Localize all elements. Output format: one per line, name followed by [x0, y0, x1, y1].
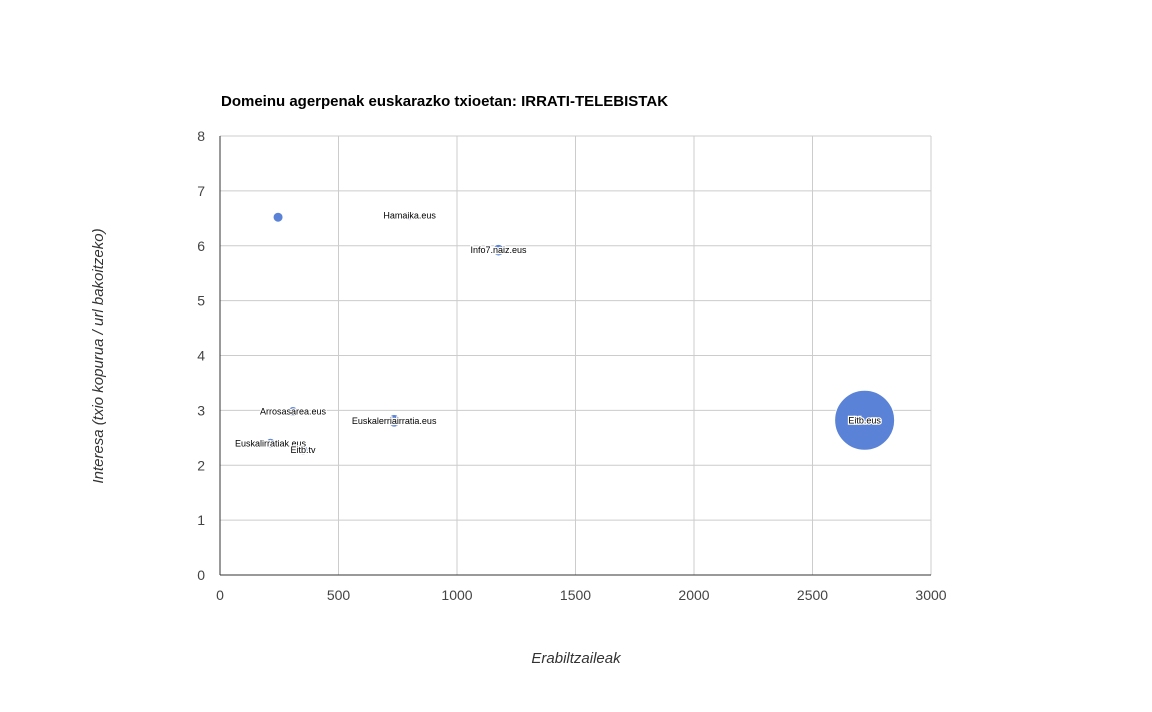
bubble-label: Euskalerriairratia.eus	[352, 416, 437, 426]
x-tick-label: 0	[216, 587, 224, 603]
bubble	[297, 444, 309, 456]
tick-labels: 0 500 1000 1500 2000 2500 3000 0 1 2 3 4 5 6 7 8	[197, 128, 947, 603]
bubble-label: Arrosasarea.eus	[260, 406, 327, 416]
bubble	[492, 243, 505, 257]
grid-lines	[220, 135, 932, 575]
bubble-label: Info7.naiz.eus	[470, 245, 527, 255]
y-tick-label: 3	[197, 402, 205, 418]
y-tick-label: 0	[197, 567, 205, 583]
axes	[219, 136, 931, 576]
x-tick-label: 2000	[678, 587, 709, 603]
y-tick-label: 4	[197, 348, 205, 364]
x-axis-title: Erabiltzaileak	[531, 650, 622, 667]
y-axis-title: Interesa (txio kopurua / url bakoitzeko)	[90, 228, 107, 483]
bubble-label: Eitb.tv	[290, 445, 316, 455]
y-tick-label: 1	[197, 512, 205, 528]
y-tick-label: 2	[197, 457, 205, 473]
bubble-label: Euskalirratiak.eus	[235, 438, 307, 448]
bubble	[272, 211, 284, 223]
x-tick-label: 2500	[797, 587, 828, 603]
y-tick-label: 8	[197, 128, 205, 144]
bubble-label: Hamaika.eus	[383, 211, 436, 221]
bubble	[287, 405, 299, 417]
bubble-label: Eitb.eus	[848, 415, 881, 425]
x-tick-label: 1500	[560, 587, 591, 603]
x-tick-label: 3000	[915, 587, 946, 603]
bubble	[387, 414, 401, 428]
bubbles	[264, 210, 896, 456]
chart-title: Domeinu agerpenak euskarazko txioetan: I…	[221, 93, 669, 110]
y-tick-label: 7	[197, 183, 205, 199]
x-tick-label: 500	[327, 587, 351, 603]
x-tick-label: 1000	[441, 587, 472, 603]
y-tick-label: 6	[197, 238, 205, 254]
y-tick-label: 5	[197, 293, 205, 309]
bubble	[834, 389, 896, 451]
bubble	[264, 437, 276, 449]
bubble	[404, 210, 416, 222]
bubble-labels: Hamaika.eus Info7.naiz.eus Arrosasarea.eus…	[234, 209, 883, 456]
